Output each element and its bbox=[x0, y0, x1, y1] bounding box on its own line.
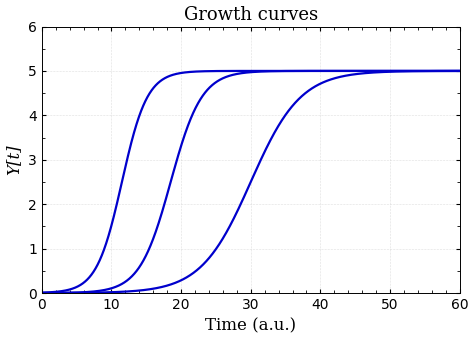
Y-axis label: Y[t]: Y[t] bbox=[6, 144, 23, 175]
X-axis label: Time (a.u.): Time (a.u.) bbox=[205, 318, 296, 335]
Title: Growth curves: Growth curves bbox=[184, 5, 318, 23]
